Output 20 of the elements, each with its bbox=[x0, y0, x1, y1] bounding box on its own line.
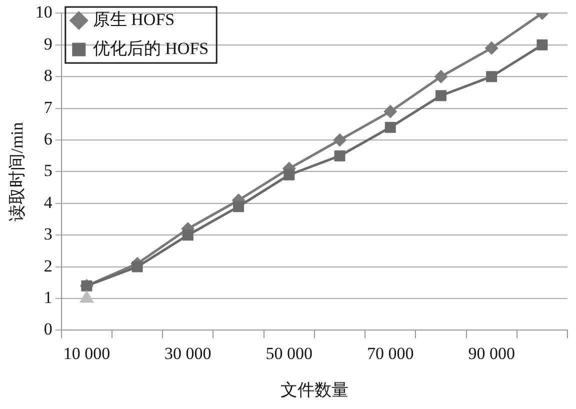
y-tick-label: 8 bbox=[44, 66, 52, 86]
x-tick-label: 30 000 bbox=[164, 344, 212, 363]
x-tick-label: 70 000 bbox=[366, 344, 414, 363]
y-tick-label: 0 bbox=[44, 320, 52, 339]
y-tick-label: 1 bbox=[44, 288, 52, 307]
y-tick-label: 4 bbox=[44, 192, 53, 212]
legend-label: 原生 HOFS bbox=[92, 10, 175, 29]
y-tick-label: 9 bbox=[44, 34, 52, 54]
y-tick-label: 5 bbox=[44, 161, 52, 180]
y-tick-label: 3 bbox=[44, 224, 52, 244]
y-axis-title: 读取时间/min bbox=[8, 122, 27, 222]
x-axis-title: 文件数量 bbox=[280, 380, 348, 400]
y-tick-label: 6 bbox=[44, 129, 52, 148]
y-tick-label: 2 bbox=[44, 256, 52, 276]
x-tick-label: 90 000 bbox=[468, 344, 515, 363]
y-tick-label: 10 bbox=[35, 2, 52, 22]
x-tick-label: 50 000 bbox=[266, 344, 313, 363]
legend-label: 优化后的 HOFS bbox=[92, 38, 209, 58]
y-tick-label: 7 bbox=[44, 98, 53, 117]
x-tick-label: 10 000 bbox=[63, 344, 110, 363]
